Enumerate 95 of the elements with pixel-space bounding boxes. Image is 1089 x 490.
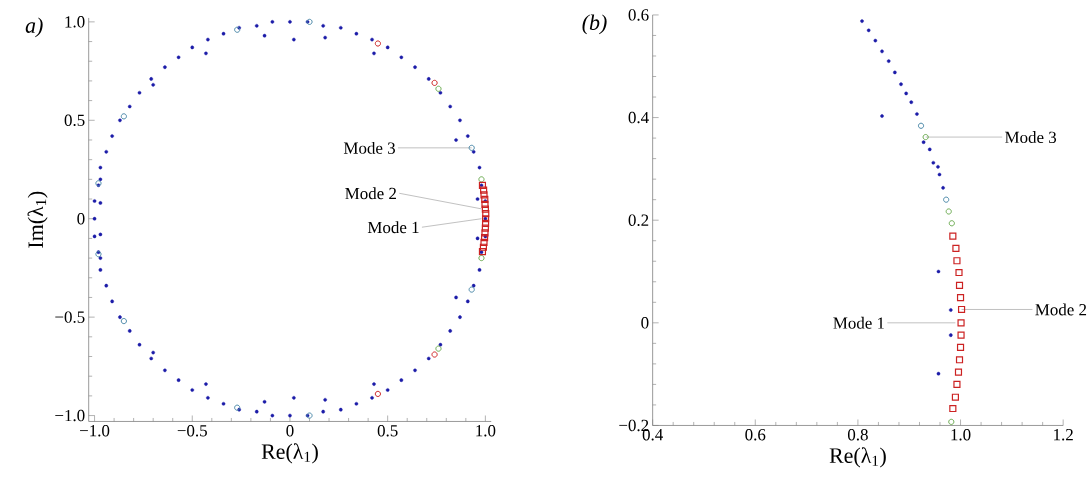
- point: [431, 79, 438, 86]
- x-tick-label: 0.5: [377, 424, 398, 437]
- point: [945, 208, 952, 215]
- point: [120, 317, 127, 325]
- point: [893, 70, 897, 75]
- point: [481, 219, 490, 227]
- point: [880, 114, 884, 118]
- point: [899, 82, 903, 86]
- point: [955, 268, 963, 277]
- point: [481, 205, 489, 213]
- point: [927, 147, 932, 152]
- point: [479, 243, 488, 251]
- point: [951, 393, 959, 401]
- point: [860, 19, 864, 23]
- point: [880, 49, 884, 54]
- point: [936, 269, 941, 274]
- point: [917, 122, 925, 129]
- point: [374, 390, 381, 397]
- point: [481, 229, 489, 237]
- x-tick-label: 0.8: [847, 428, 868, 441]
- y-tick-label: 0.5: [64, 114, 85, 126]
- point: [937, 172, 942, 177]
- point: [120, 113, 127, 120]
- annotation: Mode 3: [343, 141, 395, 154]
- point: [431, 351, 438, 358]
- point: [948, 220, 955, 227]
- point: [481, 200, 489, 208]
- point: [943, 196, 950, 203]
- point: [936, 371, 941, 376]
- point: [873, 38, 878, 43]
- point: [957, 319, 965, 327]
- point: [954, 368, 963, 376]
- y-tick-label: −0.5: [55, 311, 85, 323]
- y-tick-label: 0.4: [628, 111, 649, 124]
- point: [948, 418, 955, 425]
- x-tick-label: 0.6: [745, 428, 766, 441]
- y-tick-label: −1.0: [55, 409, 85, 422]
- point: [435, 345, 442, 352]
- point: [956, 293, 965, 302]
- point: [922, 133, 929, 141]
- x-tick-label: 1.0: [951, 428, 971, 441]
- point: [953, 257, 961, 265]
- point: [956, 343, 965, 351]
- point: [481, 195, 489, 203]
- point: [953, 380, 961, 388]
- x-axis-title: Re(λ$_{1}$): [829, 447, 886, 468]
- point: [915, 112, 919, 116]
- x-tick-label: −1.0: [80, 424, 110, 437]
- x-tick-label: 0: [286, 424, 294, 437]
- chart-title: (b): [582, 14, 607, 35]
- x-axis-title: Re(λ$_{1}$): [261, 443, 318, 464]
- point: [949, 232, 957, 240]
- y-tick-label: 0: [77, 212, 85, 225]
- point: [952, 244, 960, 252]
- annotation: Mode 1: [833, 316, 884, 329]
- x-tick-label: 1.2: [1054, 428, 1073, 441]
- point: [948, 308, 953, 312]
- y-tick-label: 1.0: [65, 16, 85, 28]
- point: [374, 40, 381, 47]
- point: [949, 404, 957, 412]
- point: [948, 333, 953, 337]
- point: [955, 281, 964, 289]
- point: [468, 144, 475, 151]
- y-tick-label: 0.2: [628, 214, 649, 226]
- point: [481, 224, 489, 232]
- point: [480, 238, 488, 246]
- point: [480, 186, 488, 194]
- point: [904, 91, 908, 96]
- chart-title: a): [25, 17, 43, 38]
- point: [931, 160, 936, 165]
- point: [480, 191, 488, 199]
- annotation: Mode 2: [1035, 303, 1087, 316]
- point: [478, 176, 485, 183]
- point: [957, 305, 966, 313]
- point: [468, 286, 475, 293]
- point: [941, 185, 945, 190]
- point: [866, 28, 871, 33]
- x-tick-label: −0.5: [177, 424, 207, 437]
- annotation: Mode 2: [345, 187, 396, 200]
- point: [95, 250, 102, 258]
- point: [957, 331, 965, 339]
- annotation: Mode 3: [1005, 131, 1057, 143]
- point: [886, 59, 891, 63]
- point: [435, 85, 442, 92]
- point: [936, 164, 940, 169]
- y-tick-label: 0.6: [628, 9, 649, 21]
- y-tick-label: 0: [641, 317, 649, 329]
- annotation: Mode 1: [367, 221, 419, 234]
- point: [478, 254, 485, 262]
- point: [909, 100, 914, 104]
- point: [482, 209, 490, 218]
- x-tick-label: 1.0: [476, 424, 496, 437]
- point: [921, 140, 926, 144]
- y-axis-title: Im(λ$_{1}$): [27, 191, 48, 248]
- point: [955, 356, 964, 364]
